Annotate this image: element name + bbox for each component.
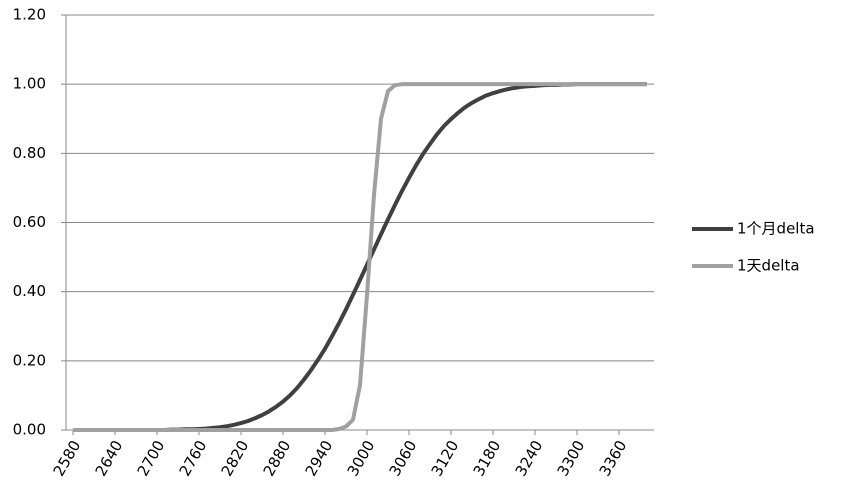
y-tick-label: 1.20 — [13, 6, 46, 24]
x-tick-label: 2640 — [92, 437, 127, 479]
x-tick-label: 2940 — [302, 437, 337, 479]
x-tick-label: 3180 — [470, 437, 505, 479]
series-line — [73, 82, 647, 432]
y-tick-label: 0.20 — [13, 351, 46, 369]
x-tick-label: 2580 — [50, 437, 85, 479]
x-tick-label: 3360 — [596, 437, 631, 479]
x-tick-label: 2820 — [218, 437, 253, 479]
x-tick-label: 3240 — [512, 437, 547, 479]
y-tick-label: 0.60 — [13, 213, 46, 231]
x-tick-label: 3120 — [428, 437, 463, 479]
x-tick-label: 2700 — [134, 437, 169, 479]
y-tick-label: 1.00 — [13, 75, 46, 93]
x-tick-label: 3000 — [344, 437, 379, 479]
x-tick-label: 3300 — [554, 437, 589, 479]
y-tick-label: 0.40 — [13, 282, 46, 300]
x-tick-label: 2880 — [260, 437, 295, 479]
legend-label: 1天delta — [737, 257, 800, 275]
y-tick-label: 0.00 — [13, 421, 46, 439]
y-tick-label: 0.80 — [13, 144, 46, 162]
legend-label: 1个月delta — [737, 220, 815, 238]
x-tick-label: 3060 — [386, 437, 421, 479]
x-tick-label: 2760 — [176, 437, 211, 479]
